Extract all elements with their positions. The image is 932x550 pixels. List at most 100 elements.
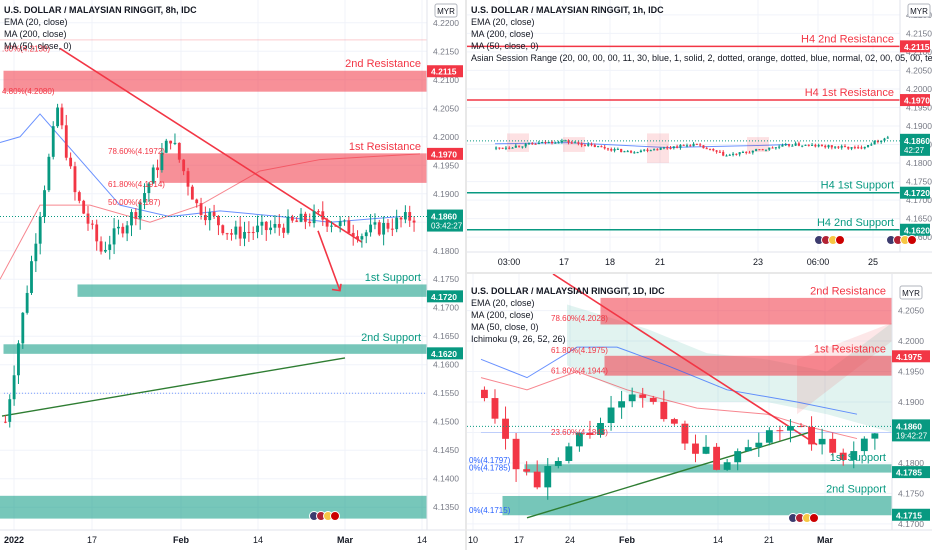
time-tick: 06:00 [807, 257, 830, 267]
time-tick: 21 [655, 257, 665, 267]
price-tag-label: 4.1975 [896, 352, 922, 362]
price-tag-label: 4.1785 [896, 468, 922, 478]
price-tick: 4.1700 [433, 303, 459, 313]
candle [8, 399, 12, 422]
candle [807, 144, 810, 146]
countdown-label: 42:27 [904, 146, 925, 155]
candle [606, 148, 610, 150]
candle [771, 147, 774, 149]
candle [541, 141, 544, 143]
candle [791, 145, 794, 147]
panel-divider[interactable] [465, 0, 467, 550]
candle [512, 438, 520, 470]
support-zone [524, 464, 893, 473]
time-tick: 14 [253, 535, 263, 545]
price-tick: 4.1750 [906, 177, 932, 187]
candle [600, 146, 603, 148]
fib-label: 0%(4.1785) [469, 463, 511, 472]
candle [147, 183, 151, 194]
candle [577, 142, 580, 144]
zone-label: 2nd Support [826, 483, 886, 495]
price-tick: 4.1400 [433, 474, 459, 484]
candle [277, 223, 281, 228]
candle [399, 217, 403, 220]
candle [17, 343, 20, 376]
candle [212, 212, 216, 216]
candle [713, 446, 721, 470]
candle [676, 146, 679, 148]
level-label: H4 1st Support [821, 180, 894, 192]
chart-panel-8h[interactable]: 2nd Resistance 1st Resistance 1st Support 2… [0, 0, 465, 550]
study-label[interactable]: MA (200, close) [471, 29, 534, 39]
chart-panel-1d[interactable]: 2nd Resistance 1st Resistance 1st Support 2… [467, 274, 932, 550]
time-tick: Feb [173, 535, 190, 545]
candle [597, 423, 604, 435]
study-label[interactable]: Ichimoku (9, 26, 52, 26) [471, 334, 566, 344]
chart-1d-header: U.S. DOLLAR / MALAYSIAN RINGGIT, 1D, IDC… [471, 285, 665, 345]
candle [741, 151, 745, 153]
study-label[interactable]: Asian Session Range (20, 00, 00, 00, 11,… [471, 53, 932, 63]
panel-divider[interactable] [467, 272, 932, 274]
candle [264, 221, 268, 231]
study-label[interactable]: MA (50, close, 0) [471, 41, 539, 51]
candle [308, 221, 312, 224]
candle [514, 145, 517, 148]
downtrend-line [552, 274, 818, 446]
study-label[interactable]: MA (50, close, 0) [471, 322, 539, 332]
fib-label: 50.00%(4.187) [108, 198, 161, 207]
study-label[interactable]: MA (200, close) [4, 29, 67, 39]
ema-line [480, 370, 858, 440]
candle [817, 145, 820, 147]
price-tick: 4.1600 [433, 360, 459, 370]
candle [295, 220, 299, 222]
candle [618, 401, 626, 408]
candle [857, 147, 860, 149]
study-label[interactable]: MA (50, close, 0) [4, 41, 72, 51]
time-tick: 17 [559, 257, 569, 267]
candle [692, 443, 699, 454]
candle [377, 222, 381, 235]
candle [575, 432, 583, 447]
price-tick: 4.1350 [433, 502, 459, 512]
candle [732, 153, 735, 155]
price-tag [892, 466, 930, 479]
candle [481, 389, 488, 399]
candle [317, 211, 320, 213]
candle [827, 145, 830, 148]
fib-label: 78.60%(4.2028) [551, 314, 608, 323]
candle [103, 249, 107, 252]
candle [230, 233, 233, 235]
fib-label: 61.80%(4.1914) [108, 180, 165, 189]
study-label[interactable]: MA (200, close) [471, 310, 534, 320]
zone-label: 1st Resistance [814, 343, 886, 355]
study-label[interactable]: EMA (20, close) [471, 17, 535, 27]
zone-label: 1st Support [365, 272, 421, 284]
time-tick: 23 [753, 257, 763, 267]
event-flag-icon [330, 511, 340, 521]
candle [256, 225, 259, 233]
support-zone [0, 495, 427, 519]
time-tick: 10 [468, 535, 478, 545]
candle [334, 225, 338, 227]
candle [774, 147, 777, 149]
candle [43, 190, 46, 217]
candle [537, 142, 540, 145]
chart-panel-1h[interactable]: H4 2nd Resistance H4 1st Resistance H4 1st… [467, 0, 932, 272]
candle [95, 224, 99, 242]
candle [112, 228, 116, 245]
candle [173, 142, 177, 144]
downtrend-line [59, 47, 363, 243]
study-label[interactable]: EMA (20, close) [471, 298, 535, 308]
time-tick: 17 [87, 535, 97, 545]
candle [801, 145, 804, 147]
candle [554, 461, 562, 467]
candle [755, 149, 758, 151]
candle [390, 228, 394, 230]
candle [321, 211, 325, 220]
study-label[interactable]: EMA (20, close) [4, 17, 68, 27]
candle [639, 150, 642, 153]
candle [82, 200, 86, 214]
candle [840, 146, 843, 148]
candle [643, 149, 646, 151]
